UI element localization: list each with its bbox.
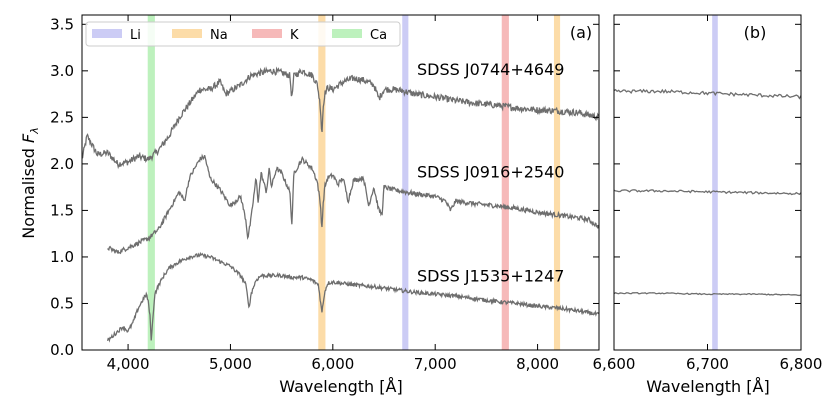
y-tick-label: 3.5 (50, 15, 74, 33)
series-label: SDSS J1535+1247 (417, 267, 564, 286)
y-axis-label-var: F (19, 133, 38, 143)
x-tick-label: 6,600 (593, 355, 636, 373)
panel-a-x-axis-label: Wavelength [Å] (279, 377, 402, 396)
band-li-2 (402, 15, 409, 350)
x-tick-label: 7,000 (414, 355, 457, 373)
series-line-sdss-j1535-1247 (614, 292, 801, 297)
panel-b-frame (613, 14, 802, 351)
x-tick-label: 5,000 (209, 355, 252, 373)
panel-a-series-labels: SDSS J0744+4649 SDSS J0916+2540 SDSS J1535… (417, 60, 564, 286)
panel-b-ticks: 6,600 6,700 6,800 (593, 15, 823, 373)
series-line-sdss-j0916-2540 (614, 189, 801, 196)
y-tick-label: 0.5 (50, 294, 74, 312)
band-na-1 (318, 15, 326, 350)
legend-label-ca: Ca (370, 28, 387, 43)
legend: Li Na K Ca (85, 21, 401, 47)
band-na-4 (553, 15, 561, 350)
legend-swatch-k (252, 29, 282, 38)
series-label: SDSS J0744+4649 (417, 60, 564, 79)
y-tick-label: 2.0 (50, 155, 74, 173)
legend-box (85, 21, 401, 47)
panel-a-bands (147, 15, 561, 350)
x-tick-label: 6,700 (686, 355, 729, 373)
y-axis-label: Normalised Fλ (19, 127, 41, 238)
y-axis-ticks: 0.0 0.5 1.0 1.5 2.0 2.5 3.0 3.5 (50, 15, 74, 359)
x-tick-label: 4,000 (107, 355, 150, 373)
panel-a-label: (a) (570, 23, 592, 42)
series-line-sdss-j0744-4649 (82, 66, 599, 170)
series-line-sdss-j1535-1247 (106, 251, 599, 343)
y-tick-label: 0.0 (50, 341, 74, 359)
series-line-sdss-j0744-4649 (614, 88, 801, 100)
legend-swatch-ca (332, 29, 362, 38)
y-tick-label: 3.0 (50, 62, 74, 80)
band-li-0 (712, 15, 718, 350)
x-tick-label: 6,800 (780, 355, 823, 373)
panel-a: 4,000 5,000 6,000 7,000 8,000 SDSS J0744+464… (81, 14, 600, 396)
y-tick-label: 1.5 (50, 201, 74, 219)
x-tick-label: 6,000 (311, 355, 354, 373)
band-ca-0 (147, 15, 155, 350)
panel-a-series (82, 66, 599, 343)
y-axis-label-text: Normalised (19, 148, 38, 239)
series-line-sdss-j0916-2540 (107, 153, 599, 255)
legend-swatch-li (92, 29, 122, 38)
panel-a-frame (81, 14, 600, 351)
panel-b-label: (b) (744, 23, 767, 42)
band-k-3 (501, 15, 509, 350)
legend-label-k: K (290, 28, 299, 43)
y-axis-label-sub: λ (28, 127, 41, 135)
panel-b-x-axis-label: Wavelength [Å] (646, 377, 769, 396)
y-tick-label: 1.0 (50, 248, 74, 266)
legend-label-na: Na (210, 28, 228, 43)
panel-b: 6,600 6,700 6,800 (b) Wavelength [Å] (593, 14, 823, 396)
x-tick-label: 8,000 (516, 355, 559, 373)
series-label: SDSS J0916+2540 (417, 162, 564, 181)
y-tick-label: 2.5 (50, 108, 74, 126)
legend-swatch-na (172, 29, 202, 38)
legend-label-li: Li (130, 28, 141, 43)
panel-b-series (614, 88, 801, 297)
panel-b-bands (712, 15, 718, 350)
